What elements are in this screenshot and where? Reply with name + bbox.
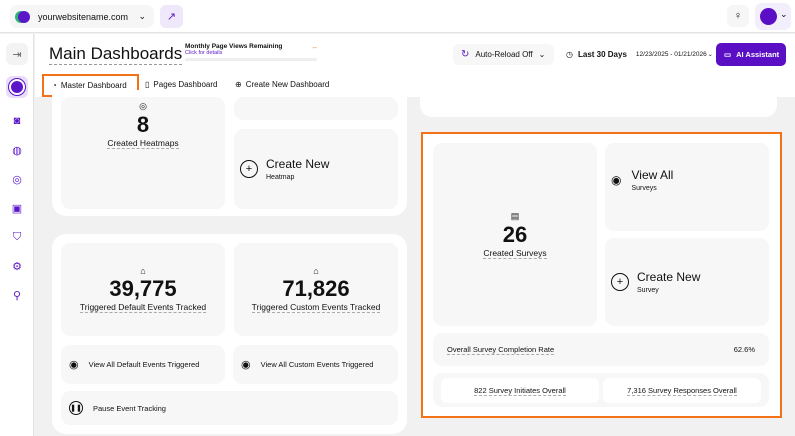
default-events-stat[interactable]: ⌂ 39,775 Triggered Default Events Tracke… — [61, 243, 225, 336]
eye-icon: ◉ — [611, 173, 622, 187]
sidebar-item-location-icon[interactable]: ⚲ — [12, 289, 22, 302]
view-custom-events-button[interactable]: ◉ View All Custom Events Triggered — [233, 345, 398, 384]
sidebar: ⇥ ◙ ◍ ◎ ▣ ⛉ ⚙ ⚲ — [0, 34, 34, 436]
survey-responses: 7,316 Survey Responses Overall — [603, 378, 761, 403]
pageviews-bar — [185, 58, 317, 61]
sidebar-item-heatmap-icon[interactable]: ◍ — [12, 144, 22, 157]
chevron-down-icon: ⌄ — [538, 50, 546, 59]
sidebar-item-surveys-icon[interactable]: ▣ — [11, 202, 23, 215]
avatar — [760, 8, 777, 25]
globe-icon — [18, 10, 30, 23]
eye-icon: ◉ — [241, 359, 251, 371]
ai-assistant-button[interactable]: ▭ AI Assistant — [716, 43, 786, 66]
custom-events-stat[interactable]: ⌂ 71,826 Triggered Custom Events Tracked — [234, 243, 398, 336]
view-default-events-button[interactable]: ◉ View All Default Events Triggered — [61, 345, 225, 384]
plus-circle-icon: ⊕ — [235, 80, 242, 89]
create-new-survey-button[interactable]: + Create New Survey — [605, 238, 769, 326]
page-title: Main Dashboards — [49, 44, 183, 65]
sidebar-item-shield-icon[interactable]: ⛉ — [12, 230, 22, 243]
chevron-down-icon: ⌄ — [780, 9, 788, 19]
sidebar-item-dashboard[interactable] — [6, 76, 28, 98]
heatmap-top-box — [234, 97, 398, 120]
external-link-button[interactable]: ↗ — [160, 5, 183, 28]
chat-icon: ▭ — [724, 50, 732, 59]
heatmap-icon: ◔ — [52, 81, 57, 90]
chevron-down-icon: ⌄ — [707, 52, 713, 58]
clock-icon: ◷ — [566, 50, 573, 59]
pageviews-widget[interactable]: Monthly Page Views Remaining Click for d… — [185, 43, 317, 61]
pause-event-tracking-button[interactable]: ❚❚ Pause Event Tracking — [61, 391, 398, 425]
website-selector[interactable]: yourwebsitename.com ⌄ — [10, 5, 154, 28]
lightbulb-icon[interactable]: ♀ — [727, 5, 749, 27]
details-link[interactable]: Click for details — [185, 50, 223, 56]
tag-icon: ⌂ — [140, 266, 146, 276]
eye-icon: ◉ — [69, 359, 79, 371]
plus-circle-icon: + — [240, 160, 258, 178]
create-new-heatmap-button[interactable]: + Create New Heatmap — [234, 129, 398, 209]
page-header — [35, 34, 795, 97]
view-all-surveys-button[interactable]: ◉ View All Surveys — [605, 143, 769, 231]
tab-create-new-dashboard[interactable]: ⊕ Create New Dashboard — [235, 80, 330, 89]
reload-icon: ↻ — [461, 49, 470, 60]
tab-pages-dashboard[interactable]: ▯ Pages Dashboard — [145, 80, 218, 89]
expand-sidebar-button[interactable]: ⇥ — [6, 43, 28, 65]
sidebar-item-settings-icon[interactable]: ⚙ — [12, 260, 22, 273]
survey-initiates: 822 Survey Initiates Overall — [441, 378, 599, 403]
date-range-selector[interactable]: ◷ Last 30 Days 12/23/2025 - 01/21/2026 ⌄ — [566, 50, 713, 59]
chevron-down-icon: ⌄ — [138, 11, 146, 21]
user-menu[interactable]: ⌄ — [755, 3, 791, 30]
sidebar-item-recordings-icon[interactable]: ◎ — [12, 173, 22, 186]
plus-circle-icon: + — [611, 273, 629, 291]
auto-reload-dropdown[interactable]: ↻ Auto-Reload Off ⌄ — [453, 44, 554, 65]
survey-icon: ▤ — [510, 210, 520, 221]
pages-icon: ▯ — [145, 80, 150, 89]
created-heatmaps-stat[interactable]: ◎ 8 Created Heatmaps — [61, 97, 225, 209]
sidebar-item-bot-icon[interactable]: ◙ — [13, 115, 21, 127]
created-surveys-stat[interactable]: ▤ 26 Created Surveys — [433, 143, 597, 326]
survey-completion-rate: Overall Survey Completion Rate 62.6% — [433, 333, 769, 366]
tag-icon: ⌂ — [313, 266, 319, 276]
top-right-card — [420, 90, 777, 117]
pause-icon: ❚❚ — [69, 401, 83, 415]
heatmap-icon: ◎ — [139, 101, 147, 111]
